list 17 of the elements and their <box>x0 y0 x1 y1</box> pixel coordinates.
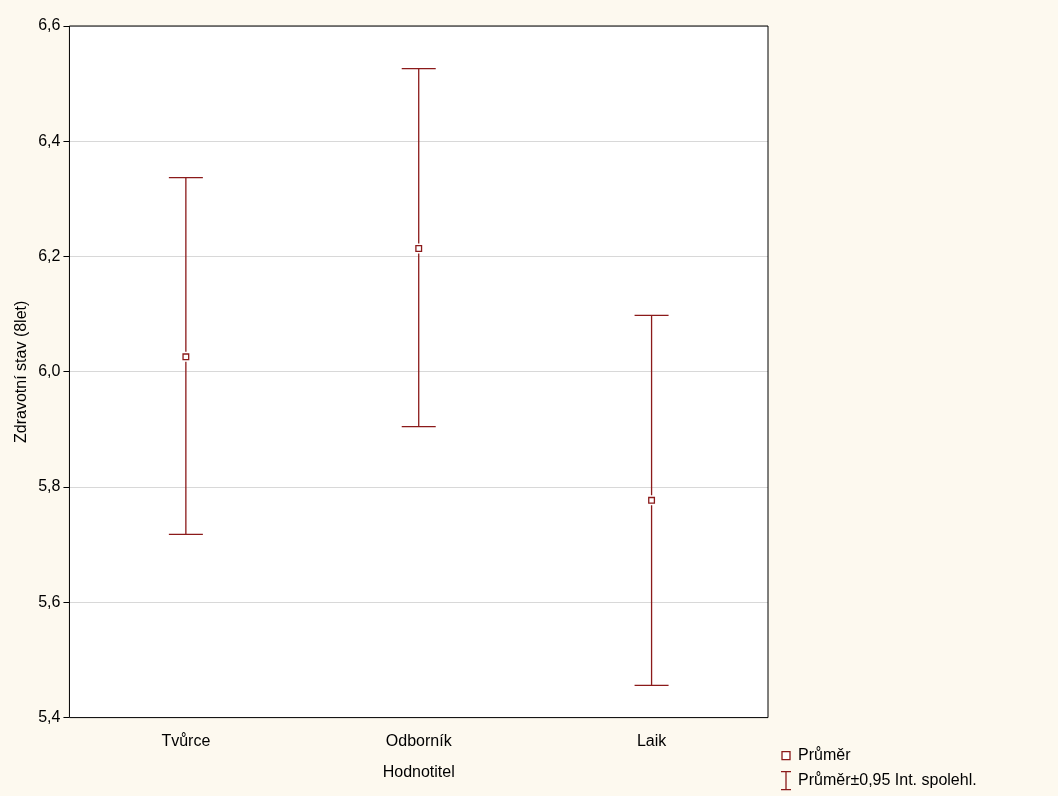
x-tick-label: Laik <box>636 731 668 749</box>
point <box>182 353 190 361</box>
y-tick-label: 6,6 <box>38 16 61 34</box>
text: Průměr±0,95 Int. spolehl. <box>798 771 977 789</box>
y-tick-label: 6,4 <box>38 131 61 149</box>
point <box>415 244 423 252</box>
x-tick-label: Odborník <box>385 731 453 749</box>
y-tick-label: 6,0 <box>38 362 61 380</box>
x-tick-label: Tvůrce <box>161 731 211 749</box>
y-tick-label: 6,2 <box>38 246 61 264</box>
y-tick-label: 5,4 <box>38 708 61 726</box>
y-tick-label: 5,8 <box>38 477 61 495</box>
y-tick-label: 5,6 <box>38 592 61 610</box>
point <box>648 496 656 504</box>
y-axis-title: Zdravotní stav (8let) <box>12 300 30 443</box>
legend-label: Průměr <box>798 746 852 764</box>
x-axis-title: Hodnotitel <box>382 762 455 780</box>
